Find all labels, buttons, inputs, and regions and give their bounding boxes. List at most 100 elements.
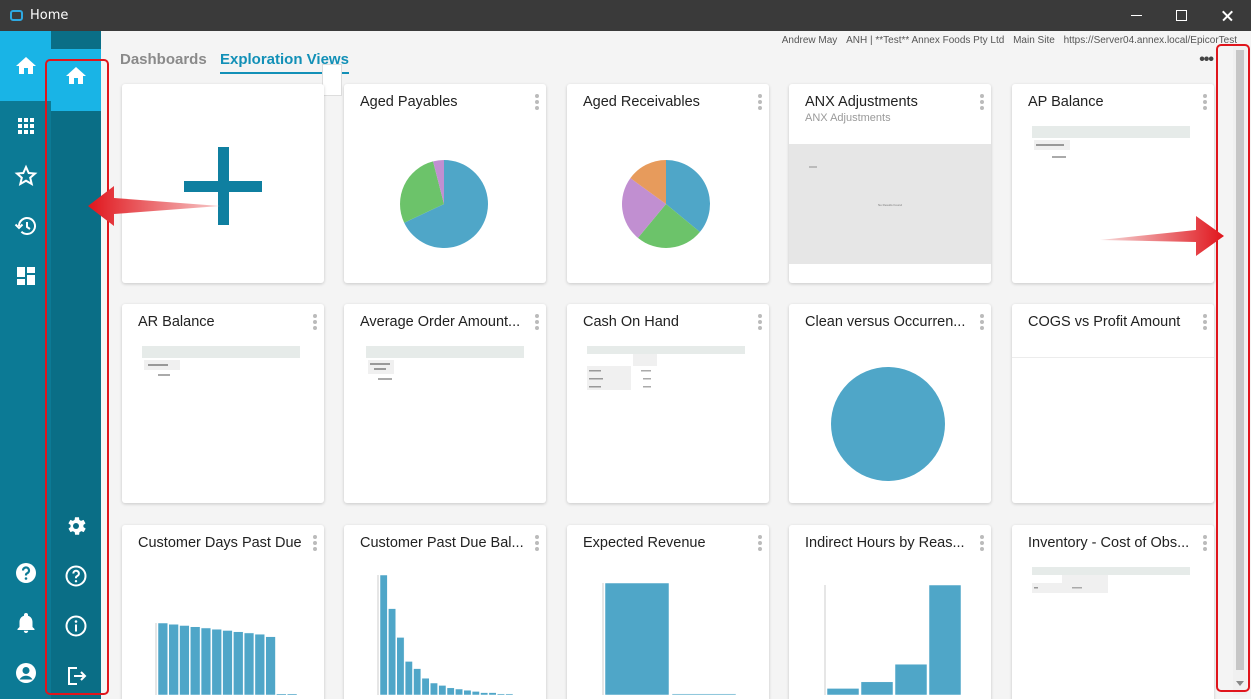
bar (254, 633, 265, 696)
grid-preview: No Results Found (789, 144, 991, 264)
tile-aged-receivables[interactable]: Aged Receivables (567, 84, 769, 283)
tile-menu-icon[interactable] (1202, 535, 1208, 551)
tile-aged-payables[interactable]: Aged Payables (344, 84, 546, 283)
bar (505, 693, 514, 696)
bar (404, 661, 413, 696)
tile-menu-icon[interactable] (534, 535, 540, 551)
pie-slice (400, 161, 444, 223)
dashboard-icon[interactable] (14, 264, 38, 288)
tile-title: Customer Past Due Bal... (360, 535, 524, 551)
close-button[interactable] (1205, 0, 1251, 31)
company-name[interactable]: ANH | **Test** Annex Foods Pty Ltd (846, 35, 1005, 46)
bar-chart (155, 622, 298, 696)
tile-customer-days-past-due[interactable]: Customer Days Past Due (122, 525, 324, 699)
title-bar: Home (0, 0, 1251, 31)
bar (446, 687, 455, 696)
bar-chart (602, 582, 737, 696)
tile-menu-icon[interactable] (757, 535, 763, 551)
help-circle-icon[interactable] (64, 564, 88, 588)
tile-subtitle: ANX Adjustments (805, 112, 891, 124)
bar (379, 574, 388, 696)
tile-title: COGS vs Profit Amount (1028, 314, 1181, 330)
bar (471, 691, 480, 696)
window-title: Home (30, 8, 69, 23)
user-name[interactable]: Andrew May (781, 35, 838, 46)
home-icon[interactable] (64, 64, 88, 88)
tile-customer-past-due-bal[interactable]: Customer Past Due Bal... (344, 525, 546, 699)
pie-slice (637, 204, 700, 248)
tab-exploration-views[interactable]: Exploration Views (220, 51, 349, 74)
apps-grid-icon[interactable] (14, 114, 38, 138)
bar (211, 628, 222, 696)
tile-anx-adjustments[interactable]: ANX Adjustments ANX Adjustments No Resul… (789, 84, 991, 283)
empty-text: No Results Found (878, 203, 902, 207)
tile-title: Expected Revenue (583, 535, 706, 551)
highlight-box-side-panel (45, 59, 109, 695)
vertical-scrollbar[interactable] (1233, 44, 1247, 695)
pie-slice (666, 160, 710, 233)
home-icon[interactable] (14, 54, 38, 78)
tile-menu-icon[interactable] (312, 314, 318, 330)
help-icon[interactable] (14, 561, 38, 585)
tile-cogs-vs-profit[interactable]: COGS vs Profit Amount (1012, 304, 1214, 503)
tile-menu-icon[interactable] (1202, 94, 1208, 110)
tile-expected-revenue[interactable]: Expected Revenue (567, 525, 769, 699)
bar (233, 631, 244, 696)
tile-menu-icon[interactable] (979, 535, 985, 551)
tile-clean-vs-occurrence[interactable]: Clean versus Occurren... (789, 304, 991, 503)
more-options-button[interactable]: ••• (1199, 51, 1214, 68)
gear-icon[interactable] (64, 514, 88, 538)
tile-indirect-hours[interactable]: Indirect Hours by Reas... (789, 525, 991, 699)
minimize-button[interactable] (1114, 0, 1160, 31)
tile-menu-icon[interactable] (757, 314, 763, 330)
logout-icon[interactable] (64, 664, 88, 688)
tile-menu-icon[interactable] (1202, 314, 1208, 330)
scroll-down-arrow-icon[interactable] (1236, 681, 1244, 686)
tile-title: Aged Receivables (583, 94, 700, 110)
tile-cash-on-hand[interactable]: Cash On Hand (567, 304, 769, 503)
table-preview (142, 346, 300, 376)
bar (480, 692, 489, 696)
maximize-button[interactable] (1159, 0, 1205, 31)
add-view-tile[interactable] (122, 84, 324, 283)
tile-title: Average Order Amount... (360, 314, 521, 330)
tile-ap-balance[interactable]: AP Balance (1012, 84, 1214, 283)
tab-dashboards[interactable]: Dashboards (120, 51, 207, 68)
tile-menu-icon[interactable] (979, 314, 985, 330)
pie-slice (404, 160, 488, 248)
tile-title: Inventory - Cost of Obs... (1028, 535, 1190, 551)
table-preview (1032, 567, 1190, 593)
table-preview (587, 346, 745, 390)
info-icon[interactable] (64, 614, 88, 638)
red-arrow-left-icon (88, 186, 220, 226)
tile-menu-icon[interactable] (979, 94, 985, 110)
tile-menu-icon[interactable] (312, 535, 318, 551)
user-info-bar: Andrew May ANH | **Test** Annex Foods Pt… (776, 35, 1237, 46)
tile-menu-icon[interactable] (757, 94, 763, 110)
tile-menu-icon[interactable] (534, 314, 540, 330)
pie-slice (831, 367, 945, 481)
scrollbar-thumb[interactable] (1236, 50, 1244, 670)
bell-icon[interactable] (14, 611, 38, 635)
bar (671, 693, 737, 696)
pie-slice (433, 160, 444, 204)
bar (179, 625, 190, 696)
star-icon[interactable] (14, 164, 38, 188)
tile-title: AR Balance (138, 314, 215, 330)
bar (157, 622, 169, 696)
tile-title: Indirect Hours by Reas... (805, 535, 965, 551)
side-panel (51, 31, 101, 699)
tile-inventory-cost-obs[interactable]: Inventory - Cost of Obs... (1012, 525, 1214, 699)
bar (826, 688, 860, 696)
site-name[interactable]: Main Site (1013, 35, 1055, 46)
left-rail (0, 31, 51, 699)
table-preview (366, 346, 524, 380)
account-icon[interactable] (14, 661, 38, 685)
pie-chart (622, 160, 710, 248)
tile-ar-balance[interactable]: AR Balance (122, 304, 324, 503)
tile-menu-icon[interactable] (534, 94, 540, 110)
bar (200, 627, 212, 696)
history-icon[interactable] (14, 214, 38, 238)
tile-average-order-amount[interactable]: Average Order Amount... (344, 304, 546, 503)
